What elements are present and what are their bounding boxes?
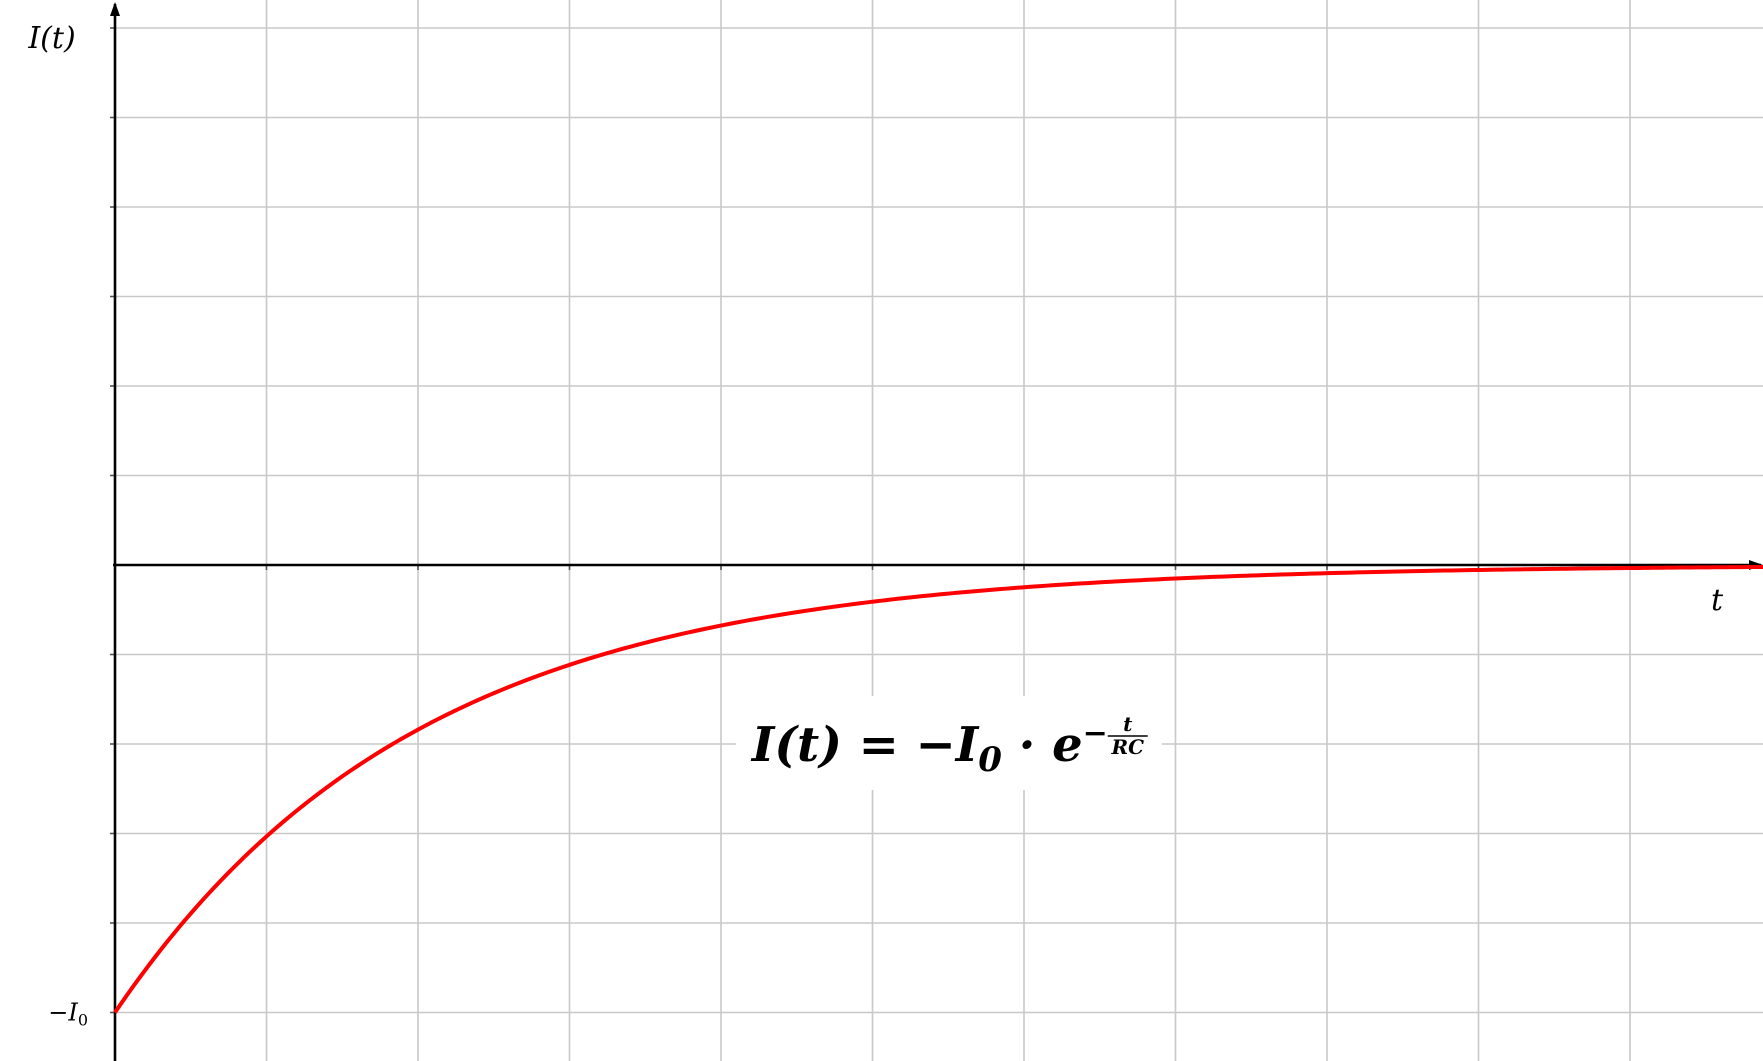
formula-exponent-denominator: RC	[1110, 735, 1144, 759]
x-axis-label: t	[1711, 583, 1724, 618]
series-line	[113, 564, 1763, 1014]
grid	[115, 0, 1763, 1061]
formula-background	[735, 696, 1162, 790]
y-tick-label: −I0	[48, 999, 88, 1030]
formula-exponent-numerator: t	[1123, 712, 1133, 736]
y-axis-label: I(t)	[27, 21, 75, 56]
formula-main-text: I(t) = −I0 · e−	[750, 716, 1108, 780]
formula-lhs: I(t) = −I	[750, 717, 980, 773]
tick-marks	[110, 27, 1631, 1014]
formula-exponent-sign: −	[1083, 716, 1108, 751]
y-tick-labels: −I0	[48, 999, 88, 1030]
formula-base: e	[1052, 717, 1083, 773]
formula-operator: ·	[1002, 717, 1052, 773]
formula-annotation: I(t) = −I0 · e− t RC	[750, 712, 1148, 780]
formula-subscript: 0	[978, 740, 1002, 780]
